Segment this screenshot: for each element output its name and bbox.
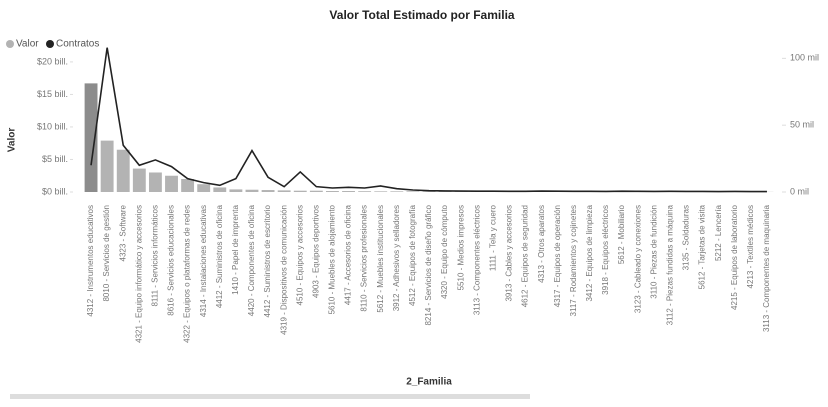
- x-tick-label: 3913 - Cables y accesorios: [505, 205, 514, 302]
- line: [91, 48, 767, 192]
- bar: [117, 150, 130, 192]
- x-tick-label: 4412 - Suministros de escritorio: [263, 204, 272, 317]
- bar: [181, 179, 194, 192]
- x-tick-label: 1410 - Papel de imprenta: [231, 204, 240, 294]
- x-tick-label: 4213 - Textiles médicos: [746, 205, 755, 288]
- legend-swatch: [46, 40, 54, 48]
- x-tick-label: 3412 - Equipos de limpieza: [585, 204, 594, 301]
- x-tick-label: 3912 - Adhesivos y selladores: [392, 205, 401, 311]
- x-tick-label: 5610 - Muebles de alojamiento: [328, 204, 337, 314]
- x-tick-label: 3110 - Piezas de fundición: [649, 205, 658, 299]
- bar: [246, 190, 259, 192]
- x-tick-label: 4322 - Equipos o plataformas de redes: [183, 205, 192, 343]
- bar: [149, 172, 162, 192]
- bar: [358, 191, 371, 192]
- x-axis-title: 2_Familia: [406, 377, 452, 388]
- x-tick-label: 4612 - Equipos de seguridad: [521, 205, 530, 307]
- x-tick-label: 4321 - Equipo informático y accesorios: [134, 205, 143, 343]
- y2-tick-label: 100 mil: [790, 53, 819, 63]
- x-tick-label: 8111 - Servicios informáticos: [151, 205, 160, 307]
- scrollbar[interactable]: [10, 394, 530, 399]
- x-tick-label: 3135 - Soldaduras: [682, 205, 691, 270]
- legend-swatch: [6, 40, 14, 48]
- x-tick-label: 4313 - Otros aparatos: [537, 205, 546, 283]
- bar: [342, 191, 355, 192]
- bar: [229, 189, 242, 192]
- x-tick-label: 4420 - Componentes de oficina: [247, 204, 256, 316]
- x-tick-label: 5612 - Muebles institucionales: [376, 205, 385, 313]
- x-tick-label: 5612 - Tarjetas de visita: [698, 204, 707, 289]
- x-tick-label: 1111 - Tela y cuero: [488, 204, 497, 271]
- x-tick-label: 8110 - Servicios profesionales: [360, 205, 369, 312]
- chart-title: Valor Total Estimado por Familia: [329, 8, 514, 22]
- bar: [197, 184, 210, 192]
- legend-label: Valor: [16, 39, 39, 50]
- x-tick-label: 3112 - Piezas fundidas a máquina: [666, 204, 675, 325]
- bar: [294, 191, 307, 192]
- x-tick-label: 4312 - Instrumentos educativos: [86, 205, 95, 317]
- bar: [213, 187, 226, 192]
- x-tick-label: 4314 - Instalaciones educativas: [199, 205, 208, 317]
- x-tick-label: 4317 - Equipos de operación: [553, 205, 562, 307]
- bar: [406, 191, 419, 192]
- y-tick-label: $15 bill.: [37, 89, 68, 99]
- bar: [310, 191, 323, 192]
- x-tick-label: 4323 - Software: [118, 204, 127, 261]
- x-tick-label: 4215 - Equipos de laboratorio: [730, 204, 739, 310]
- x-tick-label: 4320 - Equipo de cómputo: [440, 204, 449, 298]
- y2-tick-label: 50 mil: [790, 120, 814, 130]
- x-tick-label: 3113 - Componentes de maquinaria: [762, 204, 771, 332]
- x-tick-label: 3123 - Cableado y conexiones: [633, 205, 642, 313]
- x-tick-label: 8010 - Servicios de gestión: [102, 205, 111, 302]
- bar: [423, 191, 436, 192]
- x-tick-label: 5510 - Medios impresos: [456, 205, 465, 290]
- x-tick-label: 4510 - Equipos y accesorios: [295, 205, 304, 306]
- x-tick-label: 4417 - Accesorios de oficina: [344, 204, 353, 305]
- y-tick-label: $20 bill.: [37, 56, 68, 66]
- y-tick-label: $10 bill.: [37, 121, 68, 131]
- bar: [278, 190, 291, 192]
- x-tick-label: 8214 - Servicios de diseño gráfico: [424, 204, 433, 325]
- x-tick-label: 4319 - Dispositivos de comunicación: [279, 205, 288, 335]
- y-tick-label: $5 bill.: [42, 154, 68, 164]
- x-tick-label: 4903 - Equipos deportivos: [311, 205, 320, 298]
- y2-tick-label: 0 mil: [790, 186, 809, 196]
- y-axis-title: Valor: [7, 128, 18, 153]
- bar: [262, 190, 275, 192]
- x-tick-label: 3117 - Rodamientos y cojinetes: [569, 205, 578, 316]
- x-tick-label: 8616 - Servicios educacionales: [167, 205, 176, 316]
- x-tick-label: 5612 - Mobiliario: [617, 204, 626, 264]
- bar: [374, 191, 387, 192]
- x-tick-label: 3918 - Equipos eléctricos: [601, 205, 610, 295]
- bar: [133, 169, 146, 192]
- bar: [101, 141, 114, 192]
- bar: [326, 191, 339, 192]
- x-tick-label: 5212 - Lencería: [714, 204, 723, 261]
- bar: [390, 191, 403, 192]
- legend-label: Contratos: [56, 39, 99, 50]
- x-tick-label: 4512 - Equipos de fotografía: [408, 204, 417, 306]
- y-tick-label: $0 bill.: [42, 186, 68, 196]
- x-tick-label: 3113 - Componentes eléctricos: [472, 205, 481, 315]
- bar: [165, 176, 178, 192]
- x-tick-label: 4412 - Suministros de oficina: [215, 204, 224, 308]
